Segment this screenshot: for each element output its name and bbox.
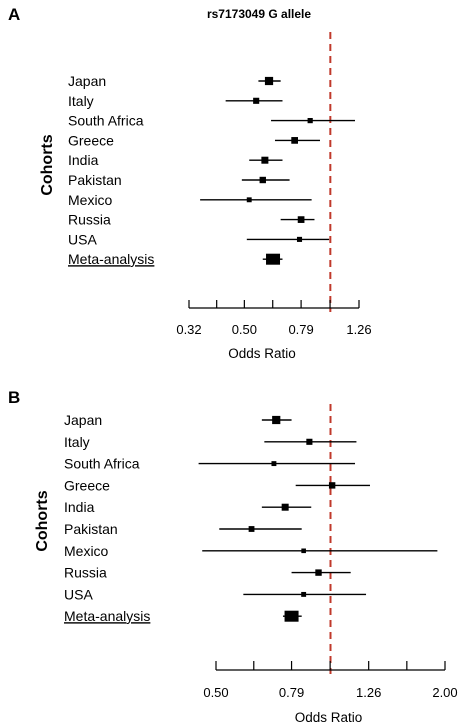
x-tick-label: 0.32	[176, 322, 201, 337]
x-tick-label: 0.79	[288, 322, 313, 337]
meta-analysis-estimate	[284, 610, 299, 622]
cohort-label: South Africa	[68, 113, 144, 129]
point-estimate	[246, 197, 252, 203]
cohort-label: Mexico	[68, 192, 113, 208]
cohort-label: USA	[68, 231, 97, 247]
point-estimate	[301, 548, 306, 554]
point-estimate	[253, 97, 260, 104]
point-estimate	[307, 118, 313, 124]
cohort-label: Italy	[64, 434, 90, 450]
point-estimate	[301, 591, 307, 597]
meta-analysis-label: Meta-analysis	[64, 608, 150, 624]
cohort-label: India	[68, 152, 99, 168]
chart-title: rs7173049 G allele	[207, 7, 311, 21]
point-estimate	[306, 438, 313, 445]
point-estimate	[264, 76, 274, 86]
meta-analysis-estimate	[266, 253, 281, 265]
cohort-label: Mexico	[64, 543, 109, 559]
cohort-label: USA	[64, 586, 93, 602]
point-estimate	[261, 156, 269, 164]
point-estimate	[248, 526, 255, 532]
point-estimate	[296, 236, 303, 242]
cohort-label: Pakistan	[64, 521, 118, 537]
point-estimate	[272, 415, 281, 425]
point-estimate	[291, 137, 298, 144]
x-tick-label: 1.26	[356, 685, 381, 700]
point-estimate	[328, 482, 336, 489]
point-estimate	[259, 176, 266, 184]
point-estimate	[271, 461, 277, 467]
y-axis-label: Cohorts	[39, 134, 56, 195]
meta-analysis-label: Meta-analysis	[68, 251, 154, 267]
cohort-label: Japan	[68, 73, 106, 89]
y-axis-label: Cohorts	[34, 490, 51, 551]
point-estimate	[297, 216, 305, 223]
cohort-label: South Africa	[64, 456, 140, 472]
x-axis-label: Odds Ratio	[295, 710, 363, 725]
cohort-label: Pakistan	[68, 172, 122, 188]
cohort-label: India	[64, 499, 95, 515]
x-tick-label: 0.50	[203, 685, 228, 700]
point-estimate	[315, 569, 322, 576]
point-estimate	[281, 503, 289, 511]
x-tick-label: 0.79	[279, 685, 304, 700]
cohort-label: Greece	[64, 477, 110, 493]
x-axis-label: Odds Ratio	[228, 346, 296, 361]
x-tick-label: 2.00	[432, 685, 457, 700]
cohort-label: Russia	[68, 212, 111, 228]
x-tick-label: 0.50	[232, 322, 257, 337]
panel-label: B	[8, 388, 20, 407]
cohort-label: Japan	[64, 412, 102, 428]
panel-label: A	[8, 5, 20, 24]
cohort-label: Italy	[68, 93, 94, 109]
cohort-label: Russia	[64, 565, 107, 581]
cohort-label: Greece	[68, 132, 114, 148]
x-tick-label: 1.26	[346, 322, 371, 337]
